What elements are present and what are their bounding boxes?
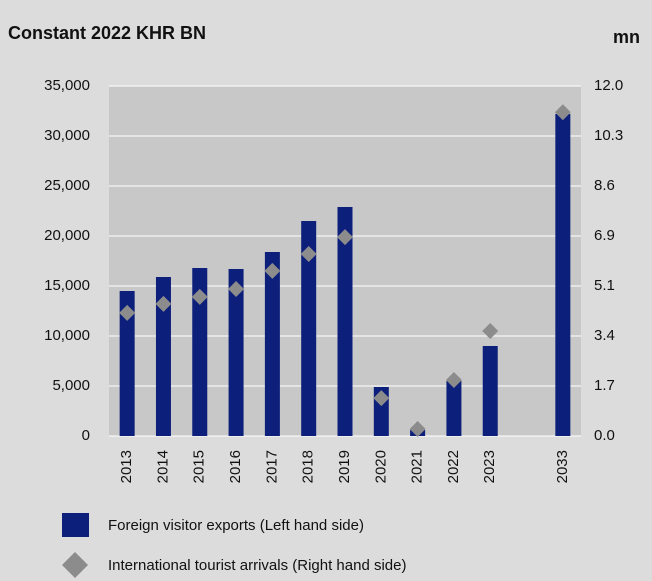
legend-swatch: [62, 552, 88, 578]
legend-label: Foreign visitor exports (Left hand side): [108, 517, 364, 534]
bar: [192, 268, 208, 436]
y2-tick-label: 12.0: [594, 77, 623, 94]
y2-tick-label: 0.0: [594, 427, 615, 444]
legend-swatch: [62, 513, 89, 537]
y2-tick-label: 3.4: [594, 327, 615, 344]
bar: [228, 269, 244, 436]
y2-tick-label: 6.9: [594, 227, 615, 244]
y-tick-label: 5,000: [52, 377, 90, 394]
diamond-marker: [445, 372, 462, 388]
diamond-marker: [337, 229, 353, 246]
x-tick-label: 2019: [336, 450, 353, 483]
x-tick-label: 2018: [300, 450, 317, 483]
x-tick-label: 2015: [191, 450, 208, 483]
diamond-marker: [119, 304, 136, 321]
bar: [119, 291, 135, 436]
y-tick-label: 30,000: [44, 127, 90, 144]
x-tick-label: 2022: [445, 450, 462, 483]
y-tick-label: 35,000: [44, 77, 90, 94]
y2-tick-label: 5.1: [594, 277, 615, 294]
x-tick-label: 2033: [554, 450, 571, 483]
diamond-marker: [554, 104, 571, 121]
diamond-marker: [373, 390, 390, 407]
bar: [555, 114, 571, 436]
diamond-marker: [264, 262, 281, 279]
diamond-marker: [228, 281, 245, 297]
x-tick-label: 2021: [409, 450, 426, 483]
y2-tick-label: 1.7: [594, 377, 615, 394]
diamond-marker: [300, 246, 317, 262]
diamond-marker: [191, 288, 208, 305]
bar: [264, 252, 280, 436]
y-tick-label: 20,000: [44, 227, 90, 244]
x-tick-label: 2013: [118, 450, 135, 483]
x-tick-label: 2017: [263, 450, 280, 483]
diamond-marker: [409, 421, 426, 437]
diamond-marker: [155, 295, 172, 312]
y-tick-label: 0: [82, 427, 90, 444]
y2-tick-label: 10.3: [594, 127, 623, 144]
y2-tick-label: 8.6: [594, 177, 615, 194]
bar: [155, 277, 171, 436]
diamond-marker: [482, 323, 499, 339]
bar: [337, 207, 353, 436]
bar: [446, 381, 462, 436]
x-tick-label: 2020: [372, 450, 389, 483]
x-tick-label: 2016: [227, 450, 244, 483]
bar: [301, 221, 317, 436]
bar: [482, 346, 498, 436]
x-tick-label: 2014: [154, 450, 171, 483]
y-tick-label: 25,000: [44, 177, 90, 194]
x-tick-label: 2023: [481, 450, 498, 483]
y-tick-label: 10,000: [44, 327, 90, 344]
y2-axis-label: mn: [613, 27, 640, 47]
chart-title: Constant 2022 KHR BN: [8, 23, 206, 43]
legend-label: International tourist arrivals (Right ha…: [108, 557, 406, 574]
y-tick-label: 15,000: [44, 277, 90, 294]
